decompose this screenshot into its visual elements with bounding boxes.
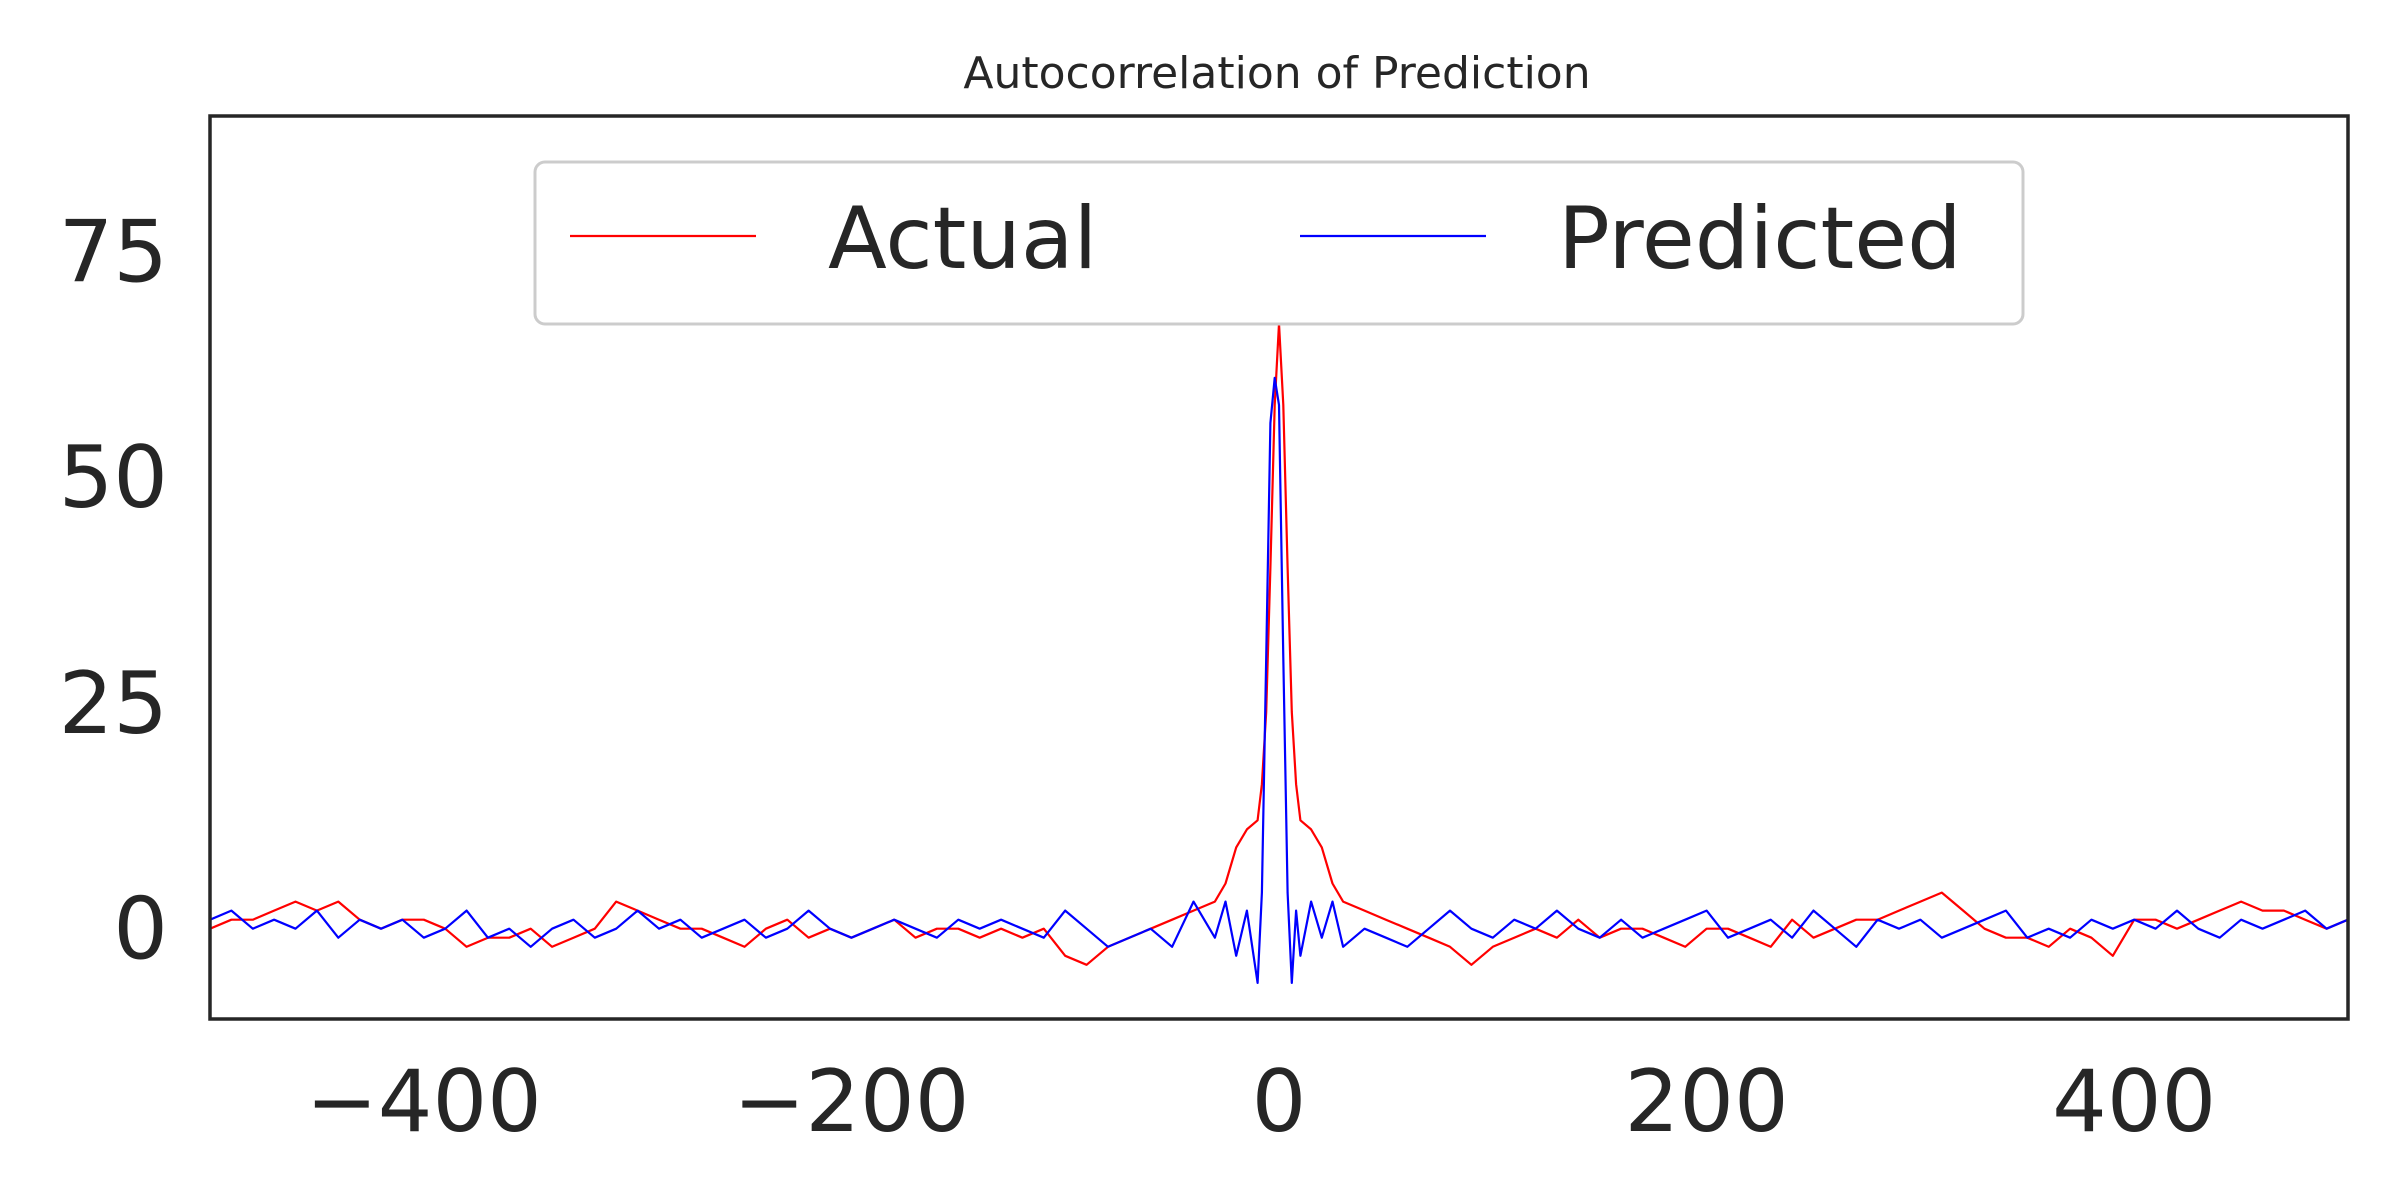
- y-tick-label: 75: [59, 202, 168, 302]
- y-tick-label: 50: [59, 428, 168, 528]
- x-tick-label: 0: [1252, 1052, 1307, 1152]
- chart-title: Autocorrelation of Prediction: [963, 48, 1590, 99]
- y-tick-label: 25: [59, 654, 168, 754]
- legend-label-actual: Actual: [828, 189, 1097, 289]
- x-tick-label: 400: [2052, 1052, 2216, 1152]
- x-tick-label: 200: [1625, 1052, 1789, 1152]
- legend: Actual Predicted: [533, 160, 2025, 326]
- y-tick-label: 0: [113, 880, 168, 980]
- axes-frame: [208, 114, 2350, 1021]
- x-tick-label: −200: [733, 1052, 969, 1152]
- y-tick-labels: 0 25 50 75: [59, 202, 168, 979]
- legend-box: [533, 160, 2025, 326]
- x-tick-labels: −400 −200 0 200 400: [306, 1052, 2217, 1152]
- legend-label-predicted: Predicted: [1558, 189, 1962, 289]
- series-line-predicted: [210, 376, 2348, 984]
- x-tick-label: −400: [306, 1052, 542, 1152]
